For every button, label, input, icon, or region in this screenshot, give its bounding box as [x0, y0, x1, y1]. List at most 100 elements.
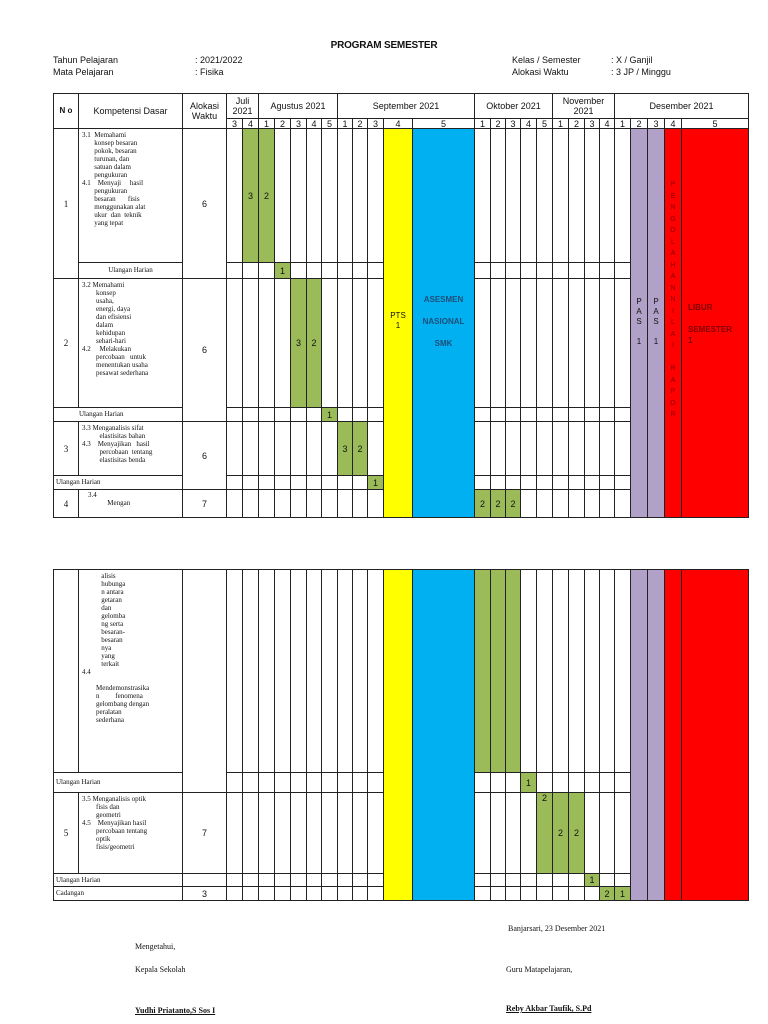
- week-cell: [537, 476, 553, 490]
- libur-label: LIBUR SEMESTER 1: [688, 303, 733, 345]
- week-cell: [600, 773, 615, 793]
- week-cell: [275, 874, 291, 887]
- header-no: N o: [54, 94, 79, 129]
- week-cell: [615, 129, 631, 263]
- week-cell: [322, 874, 338, 887]
- week-cell: [491, 887, 506, 901]
- tahun-label: Tahun Pelajaran: [53, 55, 119, 65]
- pas-block-2: P A S 1: [648, 129, 665, 518]
- week-header: 1: [338, 119, 353, 129]
- week-header: 4: [521, 119, 537, 129]
- week-cell: [243, 279, 259, 408]
- week-cell: [322, 263, 338, 279]
- week-cell: [291, 874, 307, 887]
- week-cell: [537, 490, 553, 518]
- week-header: 1: [553, 119, 569, 129]
- week-cell: [227, 129, 243, 263]
- week-cell: [291, 129, 307, 263]
- week-cell: [307, 129, 322, 263]
- week-cell: [259, 874, 275, 887]
- week-cell: [521, 490, 537, 518]
- week-cell: [569, 129, 585, 263]
- cadangan-label: Cadangan: [54, 887, 183, 901]
- week-cell: [322, 793, 338, 874]
- week-cell: [227, 476, 243, 490]
- week-cell: [368, 263, 384, 279]
- week-cell: [307, 490, 322, 518]
- week-cell: [537, 570, 553, 773]
- week-cell: [259, 408, 275, 422]
- jp-cell: 2: [491, 490, 506, 518]
- week-cell: [291, 570, 307, 773]
- week-cell: [585, 263, 600, 279]
- month-november: November 2021: [553, 94, 615, 119]
- alokasi-cell: 7: [183, 490, 227, 518]
- jp-cell: 1: [368, 476, 384, 490]
- row-no: 3: [54, 422, 79, 476]
- jp-cell: [475, 570, 491, 773]
- mapel-value: : Fisika: [195, 67, 224, 77]
- week-cell: [491, 408, 506, 422]
- week-cell: [291, 422, 307, 476]
- place-date: Banjarsari, 23 Desember 2021: [508, 924, 606, 933]
- week-cell: [585, 408, 600, 422]
- kelas-label: Kelas / Semester: [512, 55, 581, 65]
- week-cell: [553, 129, 569, 263]
- week-cell: [368, 279, 384, 408]
- week-cell: [353, 887, 368, 901]
- week-cell: [338, 570, 353, 773]
- week-header: 2: [353, 119, 368, 129]
- alokasi-cell: 7: [183, 793, 227, 874]
- week-cell: [259, 476, 275, 490]
- week-cell: [275, 793, 291, 874]
- month-oktober: Oktober 2021: [475, 94, 553, 119]
- jp-cell: 2: [307, 279, 322, 408]
- week-cell: [307, 570, 322, 773]
- week-header: 2: [275, 119, 291, 129]
- header-alokasi: Alokasi Waktu: [183, 94, 227, 129]
- mapel-label: Mata Pelajaran: [53, 67, 114, 77]
- week-cell: [275, 279, 291, 408]
- week-header: 5: [322, 119, 338, 129]
- week-header: 1: [615, 119, 631, 129]
- alokasi-cell: [183, 570, 227, 793]
- week-cell: [521, 408, 537, 422]
- week-cell: [307, 773, 322, 793]
- week-cell: [569, 570, 585, 773]
- week-header: 3: [368, 119, 384, 129]
- week-cell: [338, 279, 353, 408]
- week-cell: [585, 476, 600, 490]
- guru-label: Guru Matapelajaran,: [506, 965, 573, 974]
- jp-cell: 2: [506, 490, 521, 518]
- week-header: 3: [227, 119, 243, 129]
- week-cell: [491, 279, 506, 408]
- week-cell: [600, 793, 615, 874]
- week-cell: [600, 422, 615, 476]
- week-cell: [475, 887, 491, 901]
- week-header: 3: [648, 119, 665, 129]
- pts-block: PTS 1: [384, 129, 413, 518]
- kepala-sekolah-name: Yudhi Priatanto,S Sos I: [135, 1006, 216, 1015]
- week-header: 4: [600, 119, 615, 129]
- pas-label-1: P A S 1: [636, 297, 642, 346]
- week-cell: [243, 793, 259, 874]
- week-cell: [227, 422, 243, 476]
- week-cell: [521, 570, 537, 773]
- week-cell: [600, 874, 615, 887]
- week-cell: [259, 773, 275, 793]
- week-cell: [259, 263, 275, 279]
- week-cell: [353, 279, 368, 408]
- week-cell: [475, 279, 491, 408]
- pas-block-2: [648, 570, 665, 901]
- week-cell: [569, 874, 585, 887]
- guru-name: Reby Akbar Taufik, S.Pd: [506, 1004, 592, 1013]
- jp-cell: 2: [569, 793, 585, 874]
- week-header: 5: [682, 119, 749, 129]
- week-header: 1: [475, 119, 491, 129]
- week-cell: [353, 476, 368, 490]
- week-cell: [368, 793, 384, 874]
- week-cell: [275, 887, 291, 901]
- week-cell: [259, 570, 275, 773]
- week-cell: [521, 263, 537, 279]
- kd-cell: 3.3 Menganalisis sifat elastisitas bahan…: [79, 422, 183, 476]
